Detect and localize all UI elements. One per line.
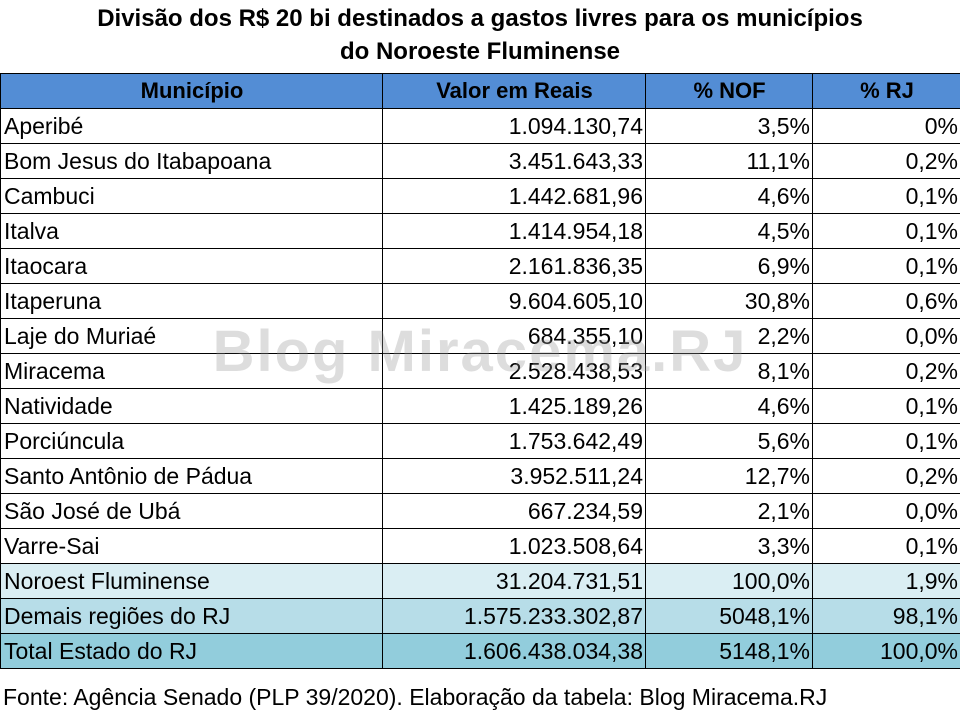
cell-valor: 1.442.681,96 bbox=[382, 178, 646, 214]
summary-row-total: Total Estado do RJ 1.606.438.034,38 5148… bbox=[0, 633, 960, 669]
cell-municipio: Santo Antônio de Pádua bbox=[0, 458, 383, 494]
cell-municipio: Bom Jesus do Itabapoana bbox=[0, 143, 383, 179]
table-row: Itaperuna 9.604.605,10 30,8% 0,6% bbox=[0, 283, 960, 319]
cell-pct-nof: 2,2% bbox=[645, 318, 813, 354]
cell-pct-rj: 0,1% bbox=[812, 423, 960, 459]
cell-municipio: Total Estado do RJ bbox=[0, 633, 383, 669]
cell-valor: 1.753.642,49 bbox=[382, 423, 646, 459]
cell-pct-rj: 98,1% bbox=[812, 598, 960, 634]
cell-pct-rj: 0,0% bbox=[812, 493, 960, 529]
cell-municipio: Aperibé bbox=[0, 108, 383, 144]
cell-pct-nof: 8,1% bbox=[645, 353, 813, 389]
cell-pct-nof: 5148,1% bbox=[645, 633, 813, 669]
table-row: Natividade 1.425.189,26 4,6% 0,1% bbox=[0, 388, 960, 424]
cell-pct-rj: 0,1% bbox=[812, 248, 960, 284]
cell-pct-rj: 0,2% bbox=[812, 353, 960, 389]
cell-pct-rj: 0% bbox=[812, 108, 960, 144]
cell-pct-nof: 11,1% bbox=[645, 143, 813, 179]
cell-pct-nof: 5,6% bbox=[645, 423, 813, 459]
cell-pct-rj: 0,1% bbox=[812, 388, 960, 424]
cell-municipio: Varre-Sai bbox=[0, 528, 383, 564]
cell-valor: 1.425.189,26 bbox=[382, 388, 646, 424]
cell-pct-nof: 3,3% bbox=[645, 528, 813, 564]
cell-valor: 3.451.643,33 bbox=[382, 143, 646, 179]
header-valor: Valor em Reais bbox=[382, 73, 646, 109]
table-header-row: Município Valor em Reais % NOF % RJ bbox=[0, 73, 960, 109]
cell-municipio: Miracema bbox=[0, 353, 383, 389]
cell-municipio: Demais regiões do RJ bbox=[0, 598, 383, 634]
cell-municipio: Itaocara bbox=[0, 248, 383, 284]
table-row: Itaocara 2.161.836,35 6,9% 0,1% bbox=[0, 248, 960, 284]
summary-row-demais: Demais regiões do RJ 1.575.233.302,87 50… bbox=[0, 598, 960, 634]
cell-municipio: Natividade bbox=[0, 388, 383, 424]
cell-pct-nof: 5048,1% bbox=[645, 598, 813, 634]
cell-pct-rj: 0,0% bbox=[812, 318, 960, 354]
cell-valor: 1.414.954,18 bbox=[382, 213, 646, 249]
summary-row-noroeste: Noroest Fluminense 31.204.731,51 100,0% … bbox=[0, 563, 960, 599]
table-row: Laje do Muriaé 684.355,10 2,2% 0,0% bbox=[0, 318, 960, 354]
cell-valor: 1.575.233.302,87 bbox=[382, 598, 646, 634]
cell-valor: 2.528.438,53 bbox=[382, 353, 646, 389]
cell-valor: 684.355,10 bbox=[382, 318, 646, 354]
cell-municipio: Porciúncula bbox=[0, 423, 383, 459]
cell-pct-nof: 100,0% bbox=[645, 563, 813, 599]
header-pct-rj: % RJ bbox=[812, 73, 960, 109]
cell-municipio: Noroest Fluminense bbox=[0, 563, 383, 599]
source-note: Fonte: Agência Senado (PLP 39/2020). Ela… bbox=[3, 684, 828, 710]
cell-pct-rj: 100,0% bbox=[812, 633, 960, 669]
cell-municipio: Italva bbox=[0, 213, 383, 249]
table-row: São José de Ubá 667.234,59 2,1% 0,0% bbox=[0, 493, 960, 529]
table-row: Miracema 2.528.438,53 8,1% 0,2% bbox=[0, 353, 960, 389]
cell-valor: 1.094.130,74 bbox=[382, 108, 646, 144]
cell-pct-nof: 30,8% bbox=[645, 283, 813, 319]
cell-pct-nof: 4,5% bbox=[645, 213, 813, 249]
title-line-1: Divisão dos R$ 20 bi destinados a gastos… bbox=[97, 5, 863, 32]
cell-valor: 667.234,59 bbox=[382, 493, 646, 529]
cell-pct-nof: 6,9% bbox=[645, 248, 813, 284]
cell-pct-rj: 0,6% bbox=[812, 283, 960, 319]
cell-pct-rj: 0,1% bbox=[812, 213, 960, 249]
cell-pct-rj: 1,9% bbox=[812, 563, 960, 599]
page-title: Divisão dos R$ 20 bi destinados a gastos… bbox=[0, 2, 960, 68]
cell-pct-nof: 4,6% bbox=[645, 388, 813, 424]
cell-pct-rj: 0,1% bbox=[812, 528, 960, 564]
cell-pct-rj: 0,2% bbox=[812, 143, 960, 179]
cell-pct-rj: 0,2% bbox=[812, 458, 960, 494]
cell-valor: 31.204.731,51 bbox=[382, 563, 646, 599]
table-row: Aperibé 1.094.130,74 3,5% 0% bbox=[0, 108, 960, 144]
cell-valor: 2.161.836,35 bbox=[382, 248, 646, 284]
header-municipio: Município bbox=[0, 73, 383, 109]
table-row: Cambuci 1.442.681,96 4,6% 0,1% bbox=[0, 178, 960, 214]
cell-valor: 3.952.511,24 bbox=[382, 458, 646, 494]
table-row: Santo Antônio de Pádua 3.952.511,24 12,7… bbox=[0, 458, 960, 494]
cell-municipio: Itaperuna bbox=[0, 283, 383, 319]
table-row: Varre-Sai 1.023.508,64 3,3% 0,1% bbox=[0, 528, 960, 564]
cell-valor: 1.606.438.034,38 bbox=[382, 633, 646, 669]
cell-pct-nof: 2,1% bbox=[645, 493, 813, 529]
cell-pct-nof: 12,7% bbox=[645, 458, 813, 494]
cell-pct-rj: 0,1% bbox=[812, 178, 960, 214]
cell-pct-nof: 4,6% bbox=[645, 178, 813, 214]
cell-municipio: Laje do Muriaé bbox=[0, 318, 383, 354]
municipalities-table: Município Valor em Reais % NOF % RJ Aper… bbox=[0, 73, 960, 669]
cell-municipio: Cambuci bbox=[0, 178, 383, 214]
table-row: Porciúncula 1.753.642,49 5,6% 0,1% bbox=[0, 423, 960, 459]
table-row: Italva 1.414.954,18 4,5% 0,1% bbox=[0, 213, 960, 249]
cell-municipio: São José de Ubá bbox=[0, 493, 383, 529]
table-row: Bom Jesus do Itabapoana 3.451.643,33 11,… bbox=[0, 143, 960, 179]
cell-valor: 9.604.605,10 bbox=[382, 283, 646, 319]
header-pct-nof: % NOF bbox=[645, 73, 813, 109]
title-line-2: do Noroeste Fluminense bbox=[339, 38, 621, 65]
cell-valor: 1.023.508,64 bbox=[382, 528, 646, 564]
cell-pct-nof: 3,5% bbox=[645, 108, 813, 144]
